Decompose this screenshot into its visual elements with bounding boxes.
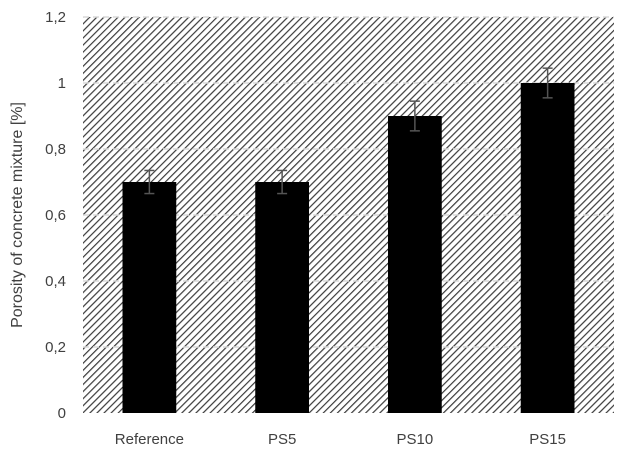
error-bar-ps15 [542,67,553,99]
error-bar-ps5 [277,169,288,195]
y-tick-label: 0,8 [45,141,66,158]
x-tick-label: PS5 [268,431,296,448]
error-bar-reference [144,169,155,195]
y-tick-label: 0,2 [45,339,66,356]
error-bars [144,67,553,195]
bar-ps15 [520,83,575,413]
bar-reference [122,182,177,413]
y-tick-label: 1,2 [45,9,66,26]
x-tick-label: PS15 [529,431,566,448]
bar-ps10 [387,116,442,413]
x-tick-label: PS10 [397,431,434,448]
y-axis-title: Porosity of concrete mixture [%] [9,102,26,328]
y-tick-label: 0,4 [45,273,66,290]
y-axis-tick-labels: 0 0,2 0,4 0,6 0,8 1 1,2 [45,9,66,422]
bar-ps5 [255,182,310,413]
x-axis-tick-labels: Reference PS5 PS10 PS15 [115,431,566,448]
x-tick-label: Reference [115,431,184,448]
error-bar-ps10 [409,100,420,132]
bars [122,83,575,413]
y-tick-label: 0 [58,405,66,422]
y-tick-label: 1 [58,75,66,92]
y-tick-label: 0,6 [45,207,66,224]
